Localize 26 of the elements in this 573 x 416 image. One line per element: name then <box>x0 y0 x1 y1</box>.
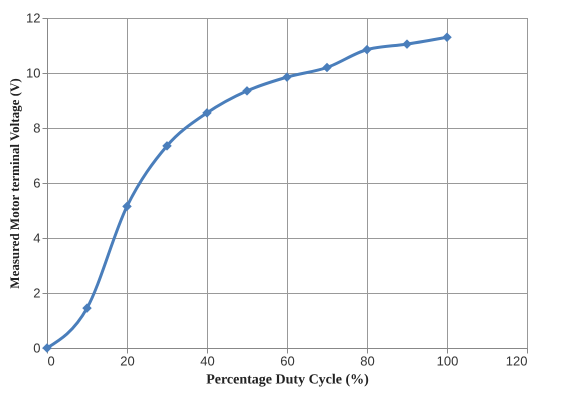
x-tick-label: 0 <box>48 354 55 368</box>
point <box>442 32 452 42</box>
y-tick-label: 12 <box>26 10 40 26</box>
x-tick-label: 100 <box>436 354 458 368</box>
y-axis-title: Measured Motor terminal Voltage (V) <box>7 78 22 289</box>
point <box>362 44 372 54</box>
point <box>162 141 172 151</box>
x-axis-title: Percentage Duty Cycle (%) <box>206 372 370 388</box>
point <box>402 39 412 49</box>
y-tick-label: 10 <box>26 66 40 80</box>
point <box>82 303 92 313</box>
y-tick-label: 6 <box>33 176 40 190</box>
y-tick-label: 4 <box>33 230 40 246</box>
point <box>242 86 252 96</box>
x-tick-label: 40 <box>200 354 215 368</box>
x-tick-label: 120 <box>506 354 528 368</box>
x-tick-label: 20 <box>120 354 135 368</box>
y-tick-label: 8 <box>33 120 40 136</box>
x-tick-label: 60 <box>280 354 295 368</box>
y-tick-label: 2 <box>33 286 40 300</box>
point <box>122 202 132 212</box>
y-tick-label: 0 <box>33 340 40 356</box>
point <box>322 62 332 72</box>
point <box>202 108 212 118</box>
point <box>282 72 292 82</box>
x-tick-label: 80 <box>360 354 375 368</box>
